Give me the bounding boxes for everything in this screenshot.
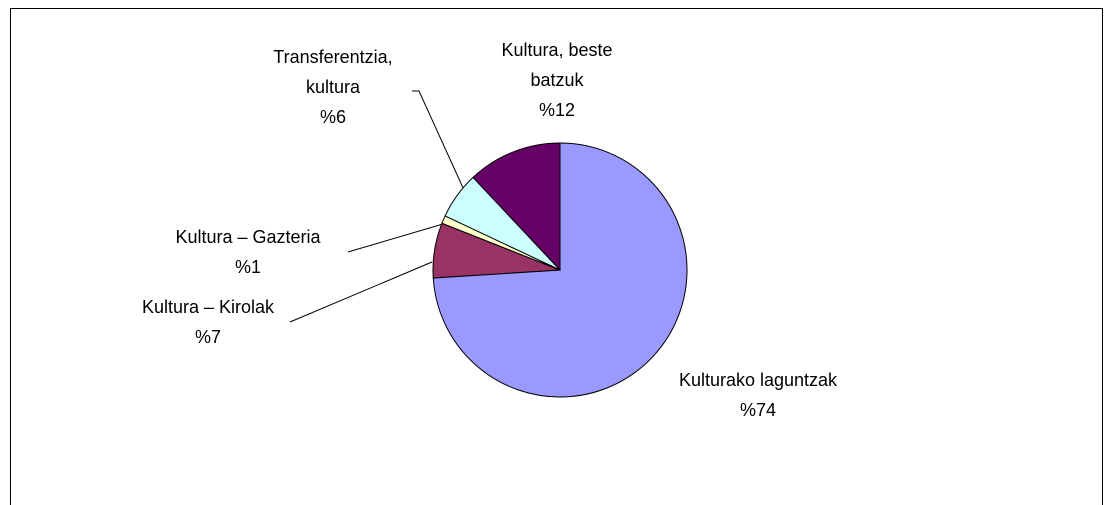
- category-label: Kultura – Gazteria: [175, 227, 321, 247]
- slice-label: Kulturako laguntzak %74: [648, 365, 868, 425]
- value-label: %6: [319, 107, 346, 127]
- slice-label: Kultura – Gazteria %1: [138, 222, 358, 282]
- category-label: Kultura, beste batzuk: [501, 40, 613, 90]
- slice-label: Kultura, beste batzuk %12: [482, 35, 632, 125]
- value-label: %74: [739, 400, 777, 420]
- value-label: %1: [234, 257, 261, 277]
- value-label: %12: [538, 100, 576, 120]
- leader-line: [412, 90, 465, 191]
- category-label: Kultura – Kirolak: [141, 297, 275, 317]
- leader-line: [347, 223, 444, 253]
- slice-label: Transferentzia, kultura %6: [248, 42, 418, 132]
- frame: [10, 8, 1103, 505]
- slice-label: Kultura – Kirolak %7: [108, 292, 308, 352]
- category-label: Kulturako laguntzak: [678, 370, 838, 390]
- value-label: %7: [194, 327, 221, 347]
- pie-slice: [472, 142, 561, 272]
- leader-line: [289, 261, 433, 323]
- category-label: Transferentzia, kultura: [273, 47, 393, 97]
- pie: [432, 142, 688, 398]
